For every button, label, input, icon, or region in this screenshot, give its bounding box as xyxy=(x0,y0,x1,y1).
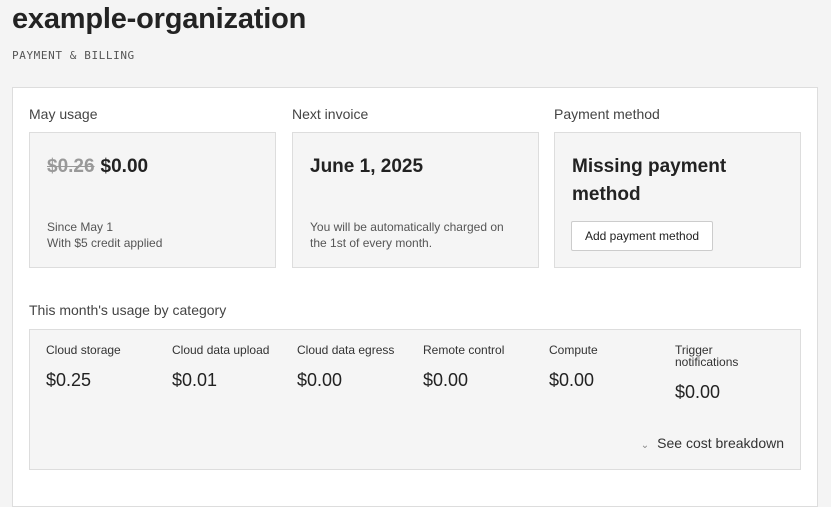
category-box: Cloud storage $0.25 Cloud data upload $0.0… xyxy=(29,329,801,470)
category-name: Compute xyxy=(549,343,598,357)
add-payment-method-button[interactable]: Add payment method xyxy=(571,221,714,251)
category-name: Remote control xyxy=(423,343,505,357)
category-value: $0.00 xyxy=(549,370,595,390)
category-item: Trigger notifications $0.00 xyxy=(675,344,765,403)
category-item: Compute $0.00 xyxy=(549,344,664,391)
category-value: $0.25 xyxy=(46,370,92,390)
category-value: $0.00 xyxy=(675,382,721,402)
payment-status: Missing payment method xyxy=(572,156,727,205)
invoice-note-1: You will be automatically charged on xyxy=(310,220,504,234)
page-title: example-organization xyxy=(12,3,307,35)
payment-label: Payment method xyxy=(554,106,660,122)
page-subtitle: PAYMENT & BILLING xyxy=(12,49,135,62)
category-value: $0.00 xyxy=(423,370,469,390)
current-amount: $0.00 xyxy=(100,156,149,177)
category-item: Remote control $0.00 xyxy=(423,344,538,391)
original-amount: $0.26 xyxy=(47,156,95,177)
see-cost-breakdown-toggle[interactable]: ⌄ See cost breakdown xyxy=(641,435,784,451)
category-name: Cloud storage xyxy=(46,343,121,357)
invoice-card: June 1, 2025 You will be automatically c… xyxy=(292,132,539,268)
usage-amount: $0.26 $0.00 xyxy=(47,153,148,181)
category-item: Cloud data egress $0.00 xyxy=(297,344,412,391)
category-label: This month's usage by category xyxy=(29,302,227,318)
category-name: Trigger notifications xyxy=(675,343,739,369)
category-value: $0.00 xyxy=(297,370,343,390)
category-name: Cloud data upload xyxy=(172,343,270,357)
usage-label: May usage xyxy=(29,106,98,122)
category-item: Cloud data upload $0.01 xyxy=(172,344,287,391)
usage-credit: With $5 credit applied xyxy=(47,236,163,250)
invoice-label: Next invoice xyxy=(292,106,369,122)
category-name: Cloud data egress xyxy=(297,343,395,357)
chevron-down-icon: ⌄ xyxy=(640,440,650,451)
category-item: Cloud storage $0.25 xyxy=(46,344,161,391)
invoice-date: June 1, 2025 xyxy=(310,156,424,177)
payment-card: Missing payment method Add payment metho… xyxy=(554,132,801,268)
usage-card: $0.26 $0.00 Since May 1 With $5 credit app… xyxy=(29,132,276,268)
usage-since: Since May 1 xyxy=(47,220,114,234)
see-cost-breakdown-label: See cost breakdown xyxy=(657,435,784,451)
billing-panel: May usage Next invoice Payment method $0… xyxy=(12,87,818,507)
invoice-note-2: the 1st of every month. xyxy=(310,236,433,250)
category-value: $0.01 xyxy=(172,370,218,390)
